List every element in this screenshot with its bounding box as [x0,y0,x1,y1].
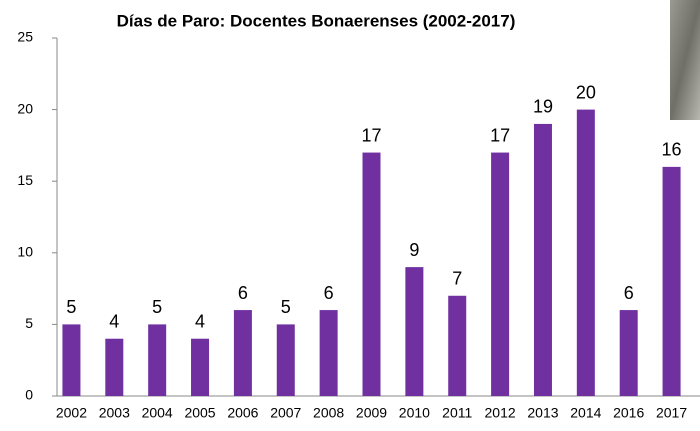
x-tick-label: 2004 [142,405,173,421]
photo-fragment [670,0,700,120]
value-label: 4 [109,311,119,331]
x-tick-label: 2006 [227,405,258,421]
x-tick-label: 2011 [442,405,472,421]
chart-title: Días de Paro: Docentes Bonaerenses (2002… [117,11,516,30]
value-label: 16 [662,140,682,160]
value-label: 5 [281,297,291,317]
bar [577,110,595,396]
value-label: 20 [576,82,596,102]
value-label: 19 [533,97,553,117]
x-tick-label: 2007 [270,405,301,421]
x-tick-label: 2009 [356,405,387,421]
y-tick-label: 5 [25,315,33,331]
bar [234,310,252,396]
value-label: 5 [152,297,162,317]
bar [534,124,552,396]
bar [620,310,638,396]
bar [62,324,80,396]
bar [191,339,209,396]
y-tick-label: 20 [17,100,33,116]
x-tick-label: 2013 [527,405,558,421]
bar [663,167,681,396]
x-tick-label: 2012 [485,405,516,421]
y-tick-label: 0 [25,387,33,403]
bar [362,153,380,396]
x-tick-label: 2005 [184,405,215,421]
value-label: 9 [409,240,419,260]
x-tick-label: 2016 [613,405,644,421]
bar [405,267,423,396]
y-tick-label: 15 [17,172,33,188]
bar [277,324,295,396]
value-label: 6 [238,283,248,303]
value-label: 17 [361,125,381,145]
value-label: 7 [452,269,462,289]
value-label: 6 [324,283,334,303]
bar [448,296,466,396]
value-label: 4 [195,311,205,331]
value-label: 6 [624,283,634,303]
bar [491,153,509,396]
bar [105,339,123,396]
x-tick-label: 2010 [399,405,430,421]
value-label: 17 [490,125,510,145]
x-tick-label: 2008 [313,405,344,421]
x-tick-label: 2002 [56,405,87,421]
x-tick-label: 2017 [656,405,687,421]
x-tick-label: 2003 [99,405,130,421]
value-label: 5 [66,297,76,317]
bar [148,324,166,396]
bar [320,310,338,396]
chart: Días de Paro: Docentes Bonaerenses (2002… [0,0,700,431]
page: Días de Paro: Docentes Bonaerenses (2002… [0,0,700,431]
y-tick-label: 25 [17,29,33,45]
x-tick-label: 2014 [570,405,601,421]
y-tick-label: 10 [17,244,33,260]
